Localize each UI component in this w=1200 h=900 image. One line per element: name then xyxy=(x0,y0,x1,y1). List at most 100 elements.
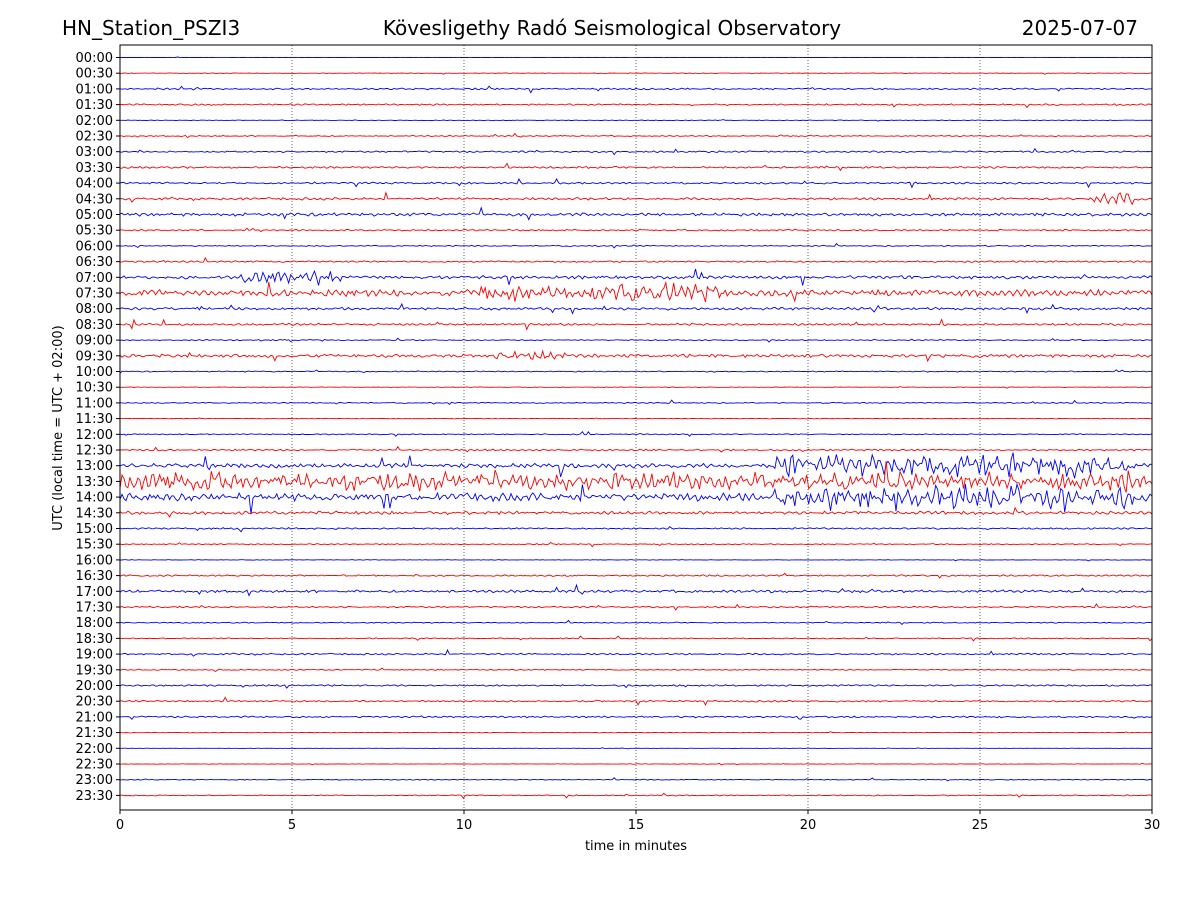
trace-0200 xyxy=(120,119,1153,122)
y-tick-label: 19:30 xyxy=(76,663,113,678)
y-tick-label: 23:00 xyxy=(76,773,113,788)
x-axis-label: time in minutes xyxy=(585,839,687,854)
trace-1630 xyxy=(119,572,1153,579)
trace-0700 xyxy=(119,268,1153,286)
y-tick-label: 15:30 xyxy=(76,538,113,553)
y-tick-label: 06:30 xyxy=(76,255,113,270)
trace-1100 xyxy=(119,399,1153,406)
x-tick-layer: 0 5 10 15 20 25 30 xyxy=(116,810,1160,833)
trace-1930 xyxy=(119,667,1152,673)
y-tick-label: 05:30 xyxy=(76,224,113,239)
trace-0100 xyxy=(119,85,1153,94)
y-tick-label: 10:00 xyxy=(76,365,113,380)
x-tick-label: 10 xyxy=(456,818,473,833)
trace-0930 xyxy=(119,349,1153,363)
y-tick-label: 16:30 xyxy=(76,569,113,584)
trace-1430 xyxy=(119,506,1153,518)
trace-2300 xyxy=(119,777,1153,782)
trace-0030 xyxy=(119,72,1152,75)
y-tick-label: 11:30 xyxy=(76,412,113,427)
y-tick-label: 18:30 xyxy=(76,632,113,647)
trace-0300 xyxy=(119,147,1153,156)
y-tick-label: 13:00 xyxy=(76,459,113,474)
trace-1500 xyxy=(119,525,1153,533)
trace-2230 xyxy=(119,762,1152,766)
trace-1030 xyxy=(119,386,1152,389)
x-tick-label: 5 xyxy=(288,818,296,833)
trace-2100 xyxy=(120,715,1153,720)
y-axis-label: UTC (local time = UTC + 02:00) xyxy=(51,325,66,530)
x-tick-label: 25 xyxy=(972,818,989,833)
y-tick-label: 04:00 xyxy=(76,177,113,192)
y-tick-label: 03:30 xyxy=(76,161,113,176)
trace-0330 xyxy=(120,162,1153,172)
y-tick-label: 10:30 xyxy=(76,381,113,396)
trace-1730 xyxy=(119,603,1153,611)
y-tick-label: 12:00 xyxy=(76,428,113,443)
trace-0630 xyxy=(119,256,1153,263)
y-tick-label: 14:30 xyxy=(76,506,113,521)
y-tick-label: 16:00 xyxy=(76,553,113,568)
y-tick-label: 08:30 xyxy=(76,318,113,333)
trace-2200 xyxy=(120,747,1152,750)
trace-2130 xyxy=(119,731,1153,734)
station-name: HN_Station_PSZI3 xyxy=(62,16,240,40)
y-tick-label: 00:00 xyxy=(76,51,113,66)
trace-1700 xyxy=(119,583,1153,597)
trace-1400 xyxy=(119,482,1153,515)
y-tick-label: 18:00 xyxy=(76,616,113,631)
chart-date: 2025-07-07 xyxy=(1022,16,1138,40)
y-tick-label: 07:30 xyxy=(76,287,113,302)
trace-1300 xyxy=(119,452,1153,479)
x-tick-label: 15 xyxy=(628,818,645,833)
trace-0230 xyxy=(119,132,1153,139)
y-tick-label: 01:30 xyxy=(76,98,113,113)
grid-layer xyxy=(291,45,981,810)
trace-2030 xyxy=(119,696,1153,706)
trace-0600 xyxy=(119,242,1153,249)
y-tick-label: 13:30 xyxy=(76,475,113,490)
y-tick-label: 01:00 xyxy=(76,82,113,97)
y-tick-label: 05:00 xyxy=(76,208,113,223)
trace-1130 xyxy=(120,417,1153,420)
trace-1600 xyxy=(120,559,1153,562)
trace-0900 xyxy=(119,337,1153,343)
trace-0730 xyxy=(119,280,1153,303)
chart-title: Kövesligethy Radó Seismological Observat… xyxy=(383,16,841,40)
y-tick-label: 06:00 xyxy=(76,239,113,254)
trace-0400 xyxy=(119,177,1153,189)
y-tick-label: 11:00 xyxy=(76,396,113,411)
x-tick-label: 20 xyxy=(800,818,817,833)
y-tick-label: 20:00 xyxy=(76,679,113,694)
trace-0800 xyxy=(119,302,1152,315)
y-tick-label: 12:30 xyxy=(76,444,113,459)
y-tick-label: 20:30 xyxy=(76,695,113,710)
trace-1000 xyxy=(119,369,1153,374)
y-tick-label: 02:30 xyxy=(76,130,113,145)
traces-layer xyxy=(119,56,1153,799)
y-tick-label: 02:00 xyxy=(76,114,113,129)
trace-1900 xyxy=(119,648,1153,657)
y-tick-label: 14:00 xyxy=(76,491,113,506)
y-tick-label: 15:00 xyxy=(76,522,113,537)
y-tick-label: 04:30 xyxy=(76,192,113,207)
trace-0000 xyxy=(120,56,1153,59)
y-tick-label: 21:00 xyxy=(76,710,113,725)
y-tick-layer: 00:0000:3001:0001:3002:0002:3003:0003:30… xyxy=(76,51,120,804)
y-tick-label: 22:30 xyxy=(76,758,113,773)
x-tick-label: 30 xyxy=(1144,818,1161,833)
y-tick-label: 03:00 xyxy=(76,145,113,160)
y-tick-label: 07:00 xyxy=(76,271,113,286)
trace-1330 xyxy=(119,460,1153,493)
trace-0130 xyxy=(119,103,1153,109)
y-tick-label: 22:00 xyxy=(76,742,113,757)
y-tick-label: 09:00 xyxy=(76,334,113,349)
y-tick-label: 21:30 xyxy=(76,726,113,741)
y-tick-label: 17:30 xyxy=(76,601,113,616)
trace-1530 xyxy=(119,541,1153,548)
y-tick-label: 19:00 xyxy=(76,648,113,663)
y-tick-label: 00:30 xyxy=(76,67,113,82)
y-tick-label: 23:30 xyxy=(76,789,113,804)
trace-2000 xyxy=(119,684,1153,689)
